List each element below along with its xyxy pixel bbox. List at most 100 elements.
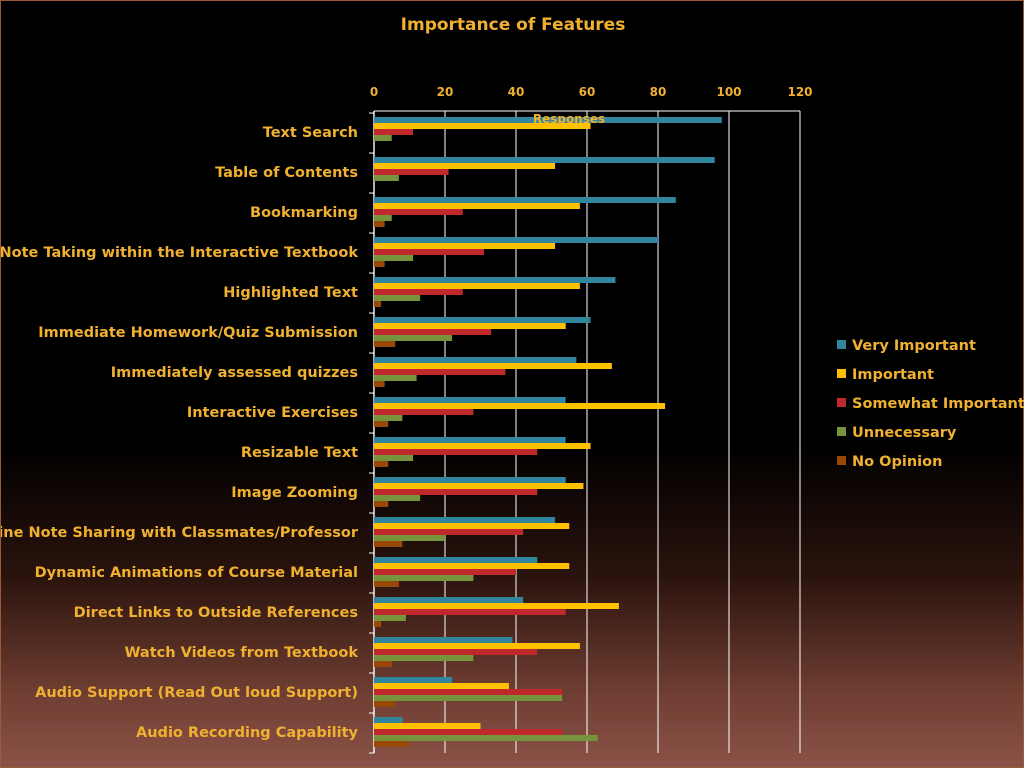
category-label: Dynamic Animations of Course Material: [35, 565, 358, 581]
bar-somewhat-important: [374, 529, 524, 535]
bar-important: [374, 163, 556, 169]
bar-no-opinion: [374, 541, 403, 547]
bar-no-opinion: [374, 301, 382, 307]
bar-unnecessary: [374, 375, 417, 381]
bar-important: [374, 243, 556, 249]
bar-no-opinion: [374, 661, 392, 667]
bar-somewhat-important: [374, 449, 538, 455]
x-tick-label: 40: [508, 85, 525, 99]
bar-unnecessary: [374, 575, 474, 581]
bar-important: [374, 123, 591, 129]
x-tick-label: 120: [787, 85, 812, 99]
bar-unnecessary: [374, 415, 403, 421]
bar-very-important: [374, 117, 722, 123]
bar-unnecessary: [374, 175, 399, 181]
x-tick-label: 80: [650, 85, 667, 99]
bar-no-opinion: [374, 741, 410, 747]
category-label: Image Zooming: [231, 485, 358, 501]
bar-important: [374, 563, 570, 569]
legend-label: Somewhat Important: [852, 396, 1024, 412]
bar-very-important: [374, 717, 403, 723]
category-label: Audio Support (Read Out loud Support): [35, 685, 358, 701]
bar-important: [374, 683, 509, 689]
bar-unnecessary: [374, 255, 414, 261]
category-label: Online Note Sharing with Classmates/Prof…: [1, 525, 359, 541]
legend-label: Important: [852, 367, 934, 383]
bar-very-important: [374, 677, 453, 683]
legend: Very Important Important Somewhat Importan…: [837, 338, 1024, 470]
bar-very-important: [374, 517, 556, 523]
bar-somewhat-important: [374, 129, 414, 135]
legend-swatch: [837, 456, 846, 465]
x-axis-ticks: 0 20 40 60 80 100 120: [370, 85, 813, 99]
bar-no-opinion: [374, 341, 396, 347]
bar-very-important: [374, 317, 591, 323]
bar-unnecessary: [374, 695, 563, 701]
legend-swatch: [837, 427, 846, 436]
category-labels: Text Search Table of Contents Bookmarking N…: [1, 125, 359, 741]
bar-no-opinion: [374, 501, 389, 507]
bar-important: [374, 363, 612, 369]
bar-unnecessary: [374, 495, 421, 501]
category-label: Interactive Exercises: [187, 405, 358, 421]
bar-unnecessary: [374, 295, 421, 301]
bar-no-opinion: [374, 581, 399, 587]
bar-very-important: [374, 157, 715, 163]
bar-somewhat-important: [374, 649, 538, 655]
bar-important: [374, 323, 566, 329]
bar-unnecessary: [374, 615, 406, 621]
x-tick-label: 20: [437, 85, 454, 99]
bar-very-important: [374, 637, 513, 643]
bar-important: [374, 203, 580, 209]
bar-somewhat-important: [374, 169, 449, 175]
category-label: Text Search: [263, 125, 358, 141]
bar-important: [374, 603, 619, 609]
bar-no-opinion: [374, 221, 385, 227]
legend-swatch: [837, 398, 846, 407]
chart-title: Importance of Features: [401, 15, 626, 35]
x-axis-label: Responses: [533, 112, 605, 126]
bar-important: [374, 483, 584, 489]
bar-very-important: [374, 277, 616, 283]
bar-important: [374, 283, 580, 289]
bar-very-important: [374, 397, 566, 403]
legend-label: Unnecessary: [852, 425, 957, 441]
bar-somewhat-important: [374, 569, 516, 575]
bar-somewhat-important: [374, 329, 492, 335]
bar-unnecessary: [374, 215, 392, 221]
bar-no-opinion: [374, 621, 382, 627]
bar-somewhat-important: [374, 409, 474, 415]
x-tick-label: 60: [579, 85, 596, 99]
bar-very-important: [374, 197, 676, 203]
bar-important: [374, 443, 591, 449]
bar-somewhat-important: [374, 729, 563, 735]
bar-somewhat-important: [374, 209, 463, 215]
bar-unnecessary: [374, 135, 392, 141]
bar-no-opinion: [374, 421, 389, 427]
bar-very-important: [374, 477, 566, 483]
bar-very-important: [374, 437, 566, 443]
category-label: Direct Links to Outside References: [74, 605, 358, 621]
bar-very-important: [374, 597, 524, 603]
bar-important: [374, 643, 580, 649]
bar-unnecessary: [374, 335, 453, 341]
bar-somewhat-important: [374, 609, 566, 615]
legend-swatch: [837, 340, 846, 349]
category-label: Resizable Text: [241, 445, 358, 461]
bar-no-opinion: [374, 261, 385, 267]
bar-very-important: [374, 557, 538, 563]
bar-somewhat-important: [374, 489, 538, 495]
bar-important: [374, 723, 481, 729]
bar-somewhat-important: [374, 289, 463, 295]
category-label: Highlighted Text: [223, 285, 358, 301]
bar-unnecessary: [374, 455, 414, 461]
legend-label: No Opinion: [852, 454, 942, 470]
category-label: Immediate Homework/Quiz Submission: [38, 325, 358, 341]
category-label: Audio Recording Capability: [136, 725, 359, 741]
bar-unnecessary: [374, 535, 445, 541]
category-label: Bookmarking: [250, 205, 358, 221]
category-label: Watch Videos from Textbook: [124, 645, 358, 661]
bar-important: [374, 403, 666, 409]
